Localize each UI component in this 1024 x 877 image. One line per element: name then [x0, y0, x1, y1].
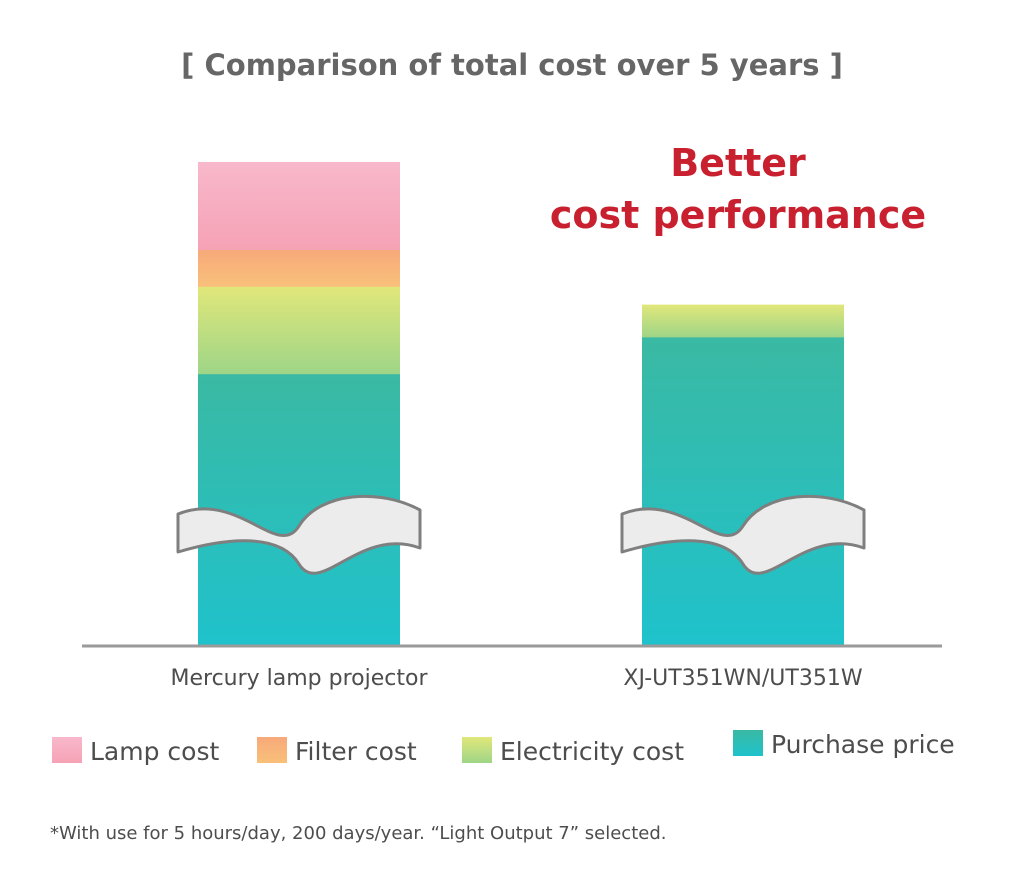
legend-swatch-filter-cost — [257, 737, 287, 763]
headline-line-1: Better — [670, 141, 806, 185]
axis-break-xj-ut351wn-ut351w — [620, 494, 866, 575]
bar-segment-electricity-cost-xj-ut351wn-ut351w — [642, 304, 844, 338]
bar-segment-electricity-cost-mercury-lamp-projector — [198, 286, 400, 375]
legend-swatch-lamp-cost — [52, 737, 82, 763]
bar-segment-lamp-cost-mercury-lamp-projector — [198, 162, 400, 250]
headline-line-2: cost performance — [550, 193, 926, 237]
bars-layer — [198, 162, 844, 646]
bar-segment-purchase-price-xj-ut351wn-ut351w — [642, 336, 844, 646]
legend-label-electricity-cost: Electricity cost — [500, 737, 684, 766]
footnote: *With use for 5 hours/day, 200 days/year… — [50, 823, 666, 844]
axis-breaks-layer — [176, 494, 866, 575]
category-label-xj-ut351wn: XJ-UT351WN/UT351W — [623, 666, 862, 691]
legend-swatch-electricity-cost — [462, 737, 492, 763]
legend-label-filter-cost: Filter cost — [295, 737, 417, 766]
bar-segment-filter-cost-mercury-lamp-projector — [198, 249, 400, 287]
legend: Lamp cost Filter cost Electricity cost Purc… — [52, 730, 955, 766]
legend-label-lamp-cost: Lamp cost — [90, 737, 219, 766]
axis-break-mercury-lamp-projector — [176, 494, 422, 575]
legend-swatch-purchase-price — [733, 730, 763, 756]
category-label-mercury: Mercury lamp projector — [170, 666, 428, 691]
chart-title: [ Comparison of total cost over 5 years … — [181, 48, 843, 82]
legend-label-purchase-price: Purchase price — [771, 730, 955, 759]
